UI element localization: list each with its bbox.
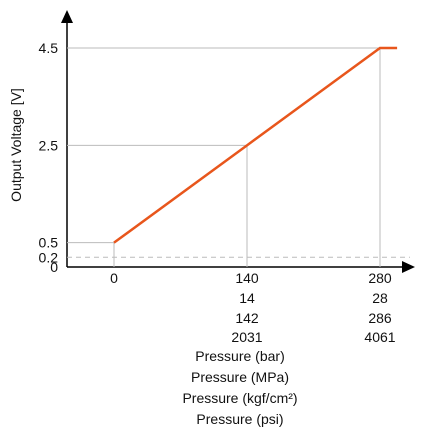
x-tick-label-r0-c2: 280 xyxy=(368,270,392,286)
x-axis-arrow xyxy=(402,261,415,273)
x-tick-label-r0-c1: 140 xyxy=(235,270,259,286)
x-tick-label-r1-c1: 14 xyxy=(239,290,255,306)
x-tick-label-r1-c2: 28 xyxy=(372,290,388,306)
y-tick-label-0: 0 xyxy=(50,259,58,275)
y-axis-title: Output Voltage [V] xyxy=(8,88,24,202)
y-tick-label-2: 0.5 xyxy=(39,235,59,251)
y-tick-label-4: 4.5 xyxy=(39,40,59,56)
x-axis-title-kgf: Pressure (kgf/cm²) xyxy=(182,390,297,406)
y-tick-label-1: 0.2 xyxy=(39,249,59,265)
x-tick-label-r2-c2: 286 xyxy=(368,310,392,326)
x-tick-label-r2-c1: 142 xyxy=(235,310,259,326)
series-line xyxy=(113,46,398,244)
x-axis-title-mpa: Pressure (MPa) xyxy=(191,369,289,385)
x-axis-title-bar: Pressure (bar) xyxy=(195,348,284,364)
x-tick-label-r3-c1: 2031 xyxy=(231,329,262,345)
x-tick-label-r0-c0: 0 xyxy=(110,270,118,286)
y-tick-label-3: 2.5 xyxy=(39,137,59,153)
y-axis-arrow xyxy=(61,10,73,23)
x-axis-title-psi: Pressure (psi) xyxy=(196,411,283,427)
x-tick-label-r3-c2: 4061 xyxy=(364,329,395,345)
